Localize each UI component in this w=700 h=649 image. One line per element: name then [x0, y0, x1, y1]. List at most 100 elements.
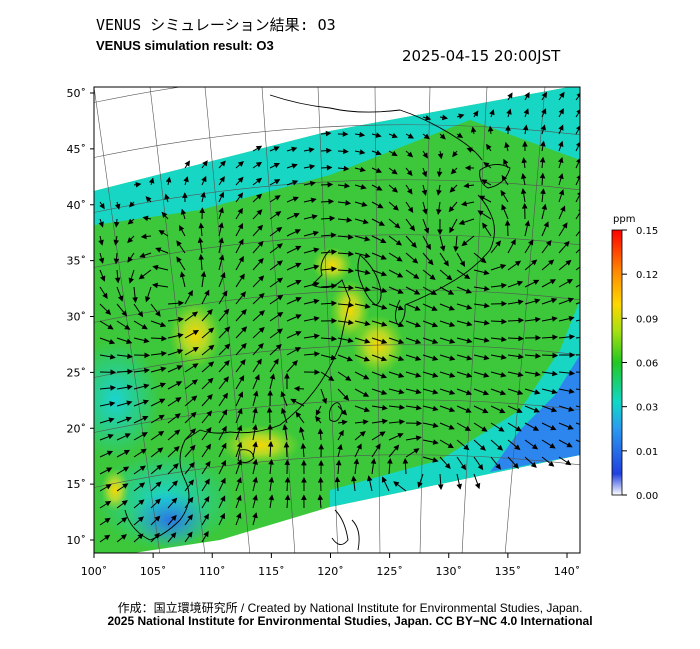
- wind-arrowhead: [148, 177, 155, 184]
- wind-arrowhead: [157, 447, 164, 454]
- hotspot-marker: [330, 280, 370, 340]
- wind-arrowhead: [387, 457, 393, 464]
- wind-arrowhead: [238, 255, 244, 263]
- wind-arrowhead: [366, 475, 373, 482]
- wind-arrowhead: [552, 334, 559, 341]
- wind-arrowhead: [398, 372, 405, 378]
- wind-arrowhead: [236, 441, 243, 449]
- wind-arrowhead: [344, 182, 351, 189]
- wind-arrowhead: [138, 482, 146, 489]
- wind-arrow: [575, 284, 580, 288]
- wind-arrowhead: [110, 385, 117, 391]
- wind-arrowhead: [407, 133, 414, 139]
- wind-arrowhead: [552, 352, 559, 359]
- wind-arrowhead: [121, 500, 128, 506]
- wind-arrowhead: [399, 419, 406, 425]
- wind-arrowhead: [363, 374, 370, 380]
- wind-arrowhead: [375, 167, 383, 173]
- wind-arrowhead: [470, 126, 477, 133]
- wind-arrowhead: [567, 424, 574, 430]
- wind-arrowhead: [436, 209, 442, 216]
- wind-arrow: [575, 193, 580, 203]
- wind-arrowhead: [190, 428, 196, 435]
- wind-arrowhead: [413, 448, 420, 454]
- wind-arrowhead: [255, 145, 263, 151]
- wind-arrowhead: [431, 305, 438, 311]
- wind-arrowhead: [391, 168, 398, 175]
- wind-arrowhead: [514, 444, 521, 451]
- lat-tick-label: 35˚: [67, 255, 87, 268]
- wind-arrowhead: [252, 407, 258, 414]
- wind-arrowhead: [145, 196, 152, 203]
- wind-arrowhead: [453, 246, 459, 253]
- wind-arrowhead: [198, 253, 204, 260]
- wind-arrowhead: [143, 383, 150, 390]
- wind-arrowhead: [237, 161, 244, 167]
- wind-arrowhead: [276, 226, 283, 233]
- wind-arrowhead: [335, 459, 342, 466]
- wind-arrowhead: [449, 226, 455, 234]
- wind-arrowhead: [186, 531, 193, 538]
- wind-arrowhead: [171, 497, 178, 504]
- wind-arrowhead: [152, 264, 159, 271]
- wind-arrowhead: [518, 317, 525, 324]
- wind-arrowhead: [236, 424, 243, 432]
- wind-arrowhead: [128, 277, 134, 284]
- wind-arrowhead: [558, 124, 564, 131]
- wind-arrowhead: [584, 261, 588, 265]
- wind-arrowhead: [326, 147, 332, 154]
- wind-arrowhead: [239, 273, 245, 280]
- wind-arrowhead: [397, 305, 405, 311]
- wind-arrowhead: [277, 311, 284, 318]
- wind-arrowhead: [237, 391, 244, 398]
- wind-arrowhead: [551, 297, 558, 304]
- wind-arrowhead: [317, 428, 324, 435]
- wind-arrowhead: [205, 460, 211, 468]
- wind-arrowhead: [223, 308, 230, 315]
- wind-arrowhead: [465, 288, 472, 294]
- wind-arrowhead: [179, 271, 186, 278]
- wind-arrowhead: [550, 425, 557, 431]
- wind-arrowhead: [237, 222, 244, 230]
- wind-arrowhead: [362, 218, 369, 225]
- wind-arrowhead: [541, 203, 548, 210]
- wind-arrowhead: [481, 179, 488, 185]
- wind-arrowhead: [483, 302, 490, 309]
- wind-arrowhead: [145, 296, 151, 303]
- wind-arrowhead: [275, 211, 282, 217]
- wind-arrowhead: [127, 368, 134, 375]
- wind-arrowhead: [206, 309, 213, 316]
- wind-arrowhead: [343, 394, 350, 401]
- wind-arrowhead: [191, 379, 198, 385]
- wind-arrowhead: [183, 176, 189, 183]
- wind-arrowhead: [178, 316, 184, 323]
- wind-arrowhead: [256, 193, 263, 200]
- wind-arrowhead: [458, 219, 465, 225]
- wind-arrowhead: [187, 289, 193, 297]
- wind-arrowhead: [364, 338, 371, 344]
- wind-arrowhead: [301, 494, 307, 500]
- wind-arrowhead: [549, 279, 557, 285]
- wind-arrowhead: [364, 320, 371, 327]
- wind-arrowhead: [207, 377, 214, 384]
- wind-arrowhead: [586, 389, 590, 393]
- wind-arrowhead: [341, 409, 348, 416]
- wind-arrowhead: [576, 158, 580, 164]
- wind-arrowhead: [346, 217, 353, 223]
- wind-arrowhead: [498, 426, 505, 432]
- colorbar: ppm 0.15 0.12 0.09 0.06 0.03 0.01 0.00: [611, 214, 658, 502]
- wind-arrowhead: [517, 299, 524, 305]
- wind-arrowhead: [499, 408, 506, 414]
- wind-arrowhead: [466, 320, 473, 327]
- wind-arrowhead: [413, 273, 420, 279]
- wind-arrowhead: [109, 354, 116, 360]
- wind-arrowhead: [170, 532, 177, 539]
- wind-arrowhead: [449, 186, 456, 193]
- wind-arrowhead: [176, 365, 183, 371]
- wind-arrow: [575, 211, 580, 220]
- wind-arrowhead: [449, 389, 456, 395]
- wind-arrowhead: [308, 147, 315, 153]
- wind-arrowhead: [252, 441, 258, 448]
- wind-arrowhead: [460, 464, 467, 471]
- wind-arrowhead: [295, 314, 302, 320]
